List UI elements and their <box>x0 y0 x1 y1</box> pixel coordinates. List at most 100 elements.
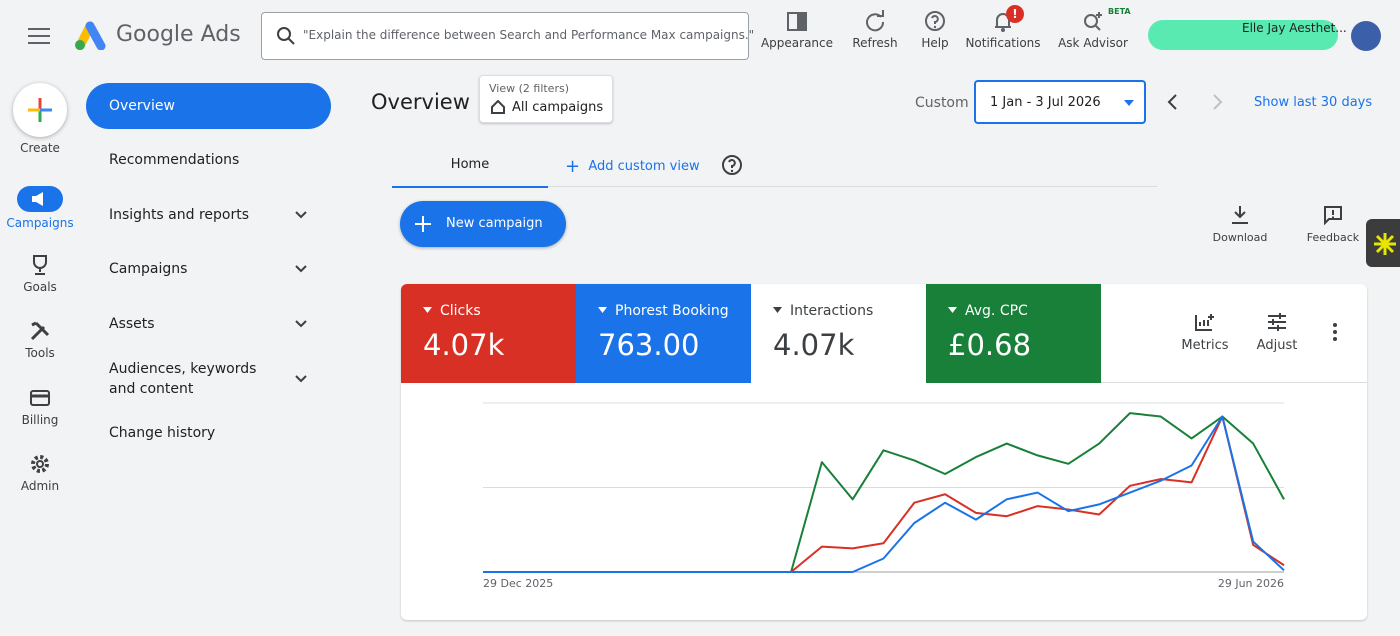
create-button[interactable] <box>13 83 67 137</box>
chevron <box>295 211 307 219</box>
tab-divider <box>392 186 1157 187</box>
search-icon <box>277 27 295 45</box>
rail-item[interactable]: Create <box>20 141 60 155</box>
metric-value: 763.00 <box>598 328 700 362</box>
label: Campaigns <box>109 261 188 277</box>
metric-label: Clicks <box>440 303 481 319</box>
metric-card[interactable]: Avg. CPC £0.68 <box>926 284 1101 383</box>
menu-icon[interactable] <box>28 28 50 44</box>
metrics-button[interactable]: Metrics <box>1170 312 1240 353</box>
help-button[interactable]: Help <box>890 10 980 50</box>
metric-name: Clicks <box>423 303 481 319</box>
icon <box>995 13 1011 32</box>
beta-tag: BETA <box>1108 7 1131 16</box>
new-campaign-button[interactable]: New campaign <box>400 201 566 247</box>
rail-item[interactable]: Admin <box>0 453 80 493</box>
label: Add custom view <box>588 159 700 174</box>
series-line <box>483 415 1285 573</box>
view-name: All campaigns <box>512 100 604 115</box>
date-preset: Custom <box>915 95 969 111</box>
rail-item[interactable]: Tools <box>0 320 80 360</box>
icon <box>787 12 807 31</box>
tab[interactable]: Home <box>392 148 548 188</box>
label: Insights and reports <box>109 207 250 223</box>
appearance-button[interactable]: Appearance <box>752 10 842 50</box>
label: Admin <box>20 479 60 493</box>
nav-item[interactable]: Change history <box>109 425 216 441</box>
icon <box>30 390 50 406</box>
date-range-picker[interactable]: 1 Jan - 3 Jul 2026 <box>974 80 1146 124</box>
dropdown-arrow <box>1124 100 1134 106</box>
side-widget[interactable] <box>1366 219 1400 267</box>
more-menu[interactable] <box>1330 322 1340 344</box>
nav-item[interactable]: Insights and reports <box>86 192 331 238</box>
metric-label: Interactions <box>790 303 874 319</box>
series-line <box>483 415 1285 573</box>
tab[interactable]: + Add custom view <box>565 156 700 177</box>
label: Help <box>921 36 949 50</box>
chevron <box>295 265 307 273</box>
rail-item[interactable]: Campaigns <box>0 186 80 230</box>
page-title: Overview <box>371 90 470 114</box>
icon <box>30 321 50 341</box>
avatar[interactable] <box>1351 21 1381 51</box>
chevron <box>295 320 307 328</box>
chart: 29 Dec 2025 29 Jun 2026 <box>483 402 1285 590</box>
icon <box>866 10 885 32</box>
home-icon <box>491 100 505 114</box>
rail-item[interactable]: Billing <box>0 387 80 427</box>
label: New campaign <box>446 216 543 231</box>
label: Refresh <box>852 36 898 50</box>
next-button[interactable] <box>1212 94 1224 110</box>
nav-item[interactable]: Recommendations <box>109 152 240 168</box>
metric-name: Phorest Booking <box>598 303 729 319</box>
rail-item[interactable]: Goals <box>0 254 80 294</box>
label: Ask Advisor <box>1058 36 1128 50</box>
account-name[interactable]: Elle Jay Aesthet... <box>1242 21 1347 35</box>
metric-label: Phorest Booking <box>615 303 729 319</box>
label: Audiences, keywords and content <box>109 361 257 397</box>
label: Assets <box>109 316 155 332</box>
metric-card[interactable]: Interactions 4.07k <box>751 284 926 383</box>
refresh-button[interactable]: Refresh <box>830 10 920 50</box>
metric-label: Avg. CPC <box>965 303 1028 319</box>
feedback-button[interactable]: Feedback <box>1298 205 1368 244</box>
icon <box>17 186 63 212</box>
redaction <box>1148 20 1338 50</box>
search-placeholder: "Explain the difference between Search a… <box>303 28 755 42</box>
plus-icon <box>28 98 52 122</box>
metric-card[interactable]: Clicks 4.07k <box>401 284 576 383</box>
ask-advisor-button[interactable]: Ask Advisor <box>1048 10 1138 50</box>
nav-item[interactable]: Campaigns <box>86 246 331 292</box>
metric-name: Avg. CPC <box>948 303 1028 319</box>
label: Metrics <box>1181 338 1229 353</box>
date-range: 1 Jan - 3 Jul 2026 <box>990 95 1101 110</box>
icon <box>1232 206 1248 224</box>
label: Campaigns <box>6 216 74 230</box>
notification-badge: ! <box>1006 5 1024 23</box>
dropdown-arrow <box>773 307 782 313</box>
download-button[interactable]: Download <box>1205 205 1275 244</box>
help-icon[interactable] <box>721 154 743 176</box>
view-filter: View (2 filters) <box>489 82 569 95</box>
search-box[interactable]: "Explain the difference between Search a… <box>261 12 754 60</box>
notifications-button[interactable]: Notifications <box>958 10 1048 50</box>
nav-item[interactable]: Assets <box>86 301 331 347</box>
metric-value: 4.07k <box>423 328 505 362</box>
nav-item[interactable]: Overview <box>86 83 331 129</box>
view-selector[interactable]: View (2 filters) All campaigns <box>479 75 613 123</box>
logo <box>75 21 106 50</box>
chevron <box>295 375 307 383</box>
show-last-link[interactable]: Show last 30 days <box>1254 95 1373 110</box>
metric-name: Interactions <box>773 303 873 319</box>
metric-card[interactable]: Phorest Booking 763.00 <box>576 284 751 383</box>
icon <box>925 11 945 31</box>
label: Notifications <box>965 36 1041 50</box>
series-line <box>483 412 1285 573</box>
dropdown-arrow <box>423 307 432 313</box>
label: Appearance <box>760 36 834 50</box>
previous-button[interactable] <box>1166 94 1178 110</box>
adjust-button[interactable]: Adjust <box>1242 312 1312 353</box>
nav-item[interactable]: Audiences, keywords and content <box>86 356 331 402</box>
